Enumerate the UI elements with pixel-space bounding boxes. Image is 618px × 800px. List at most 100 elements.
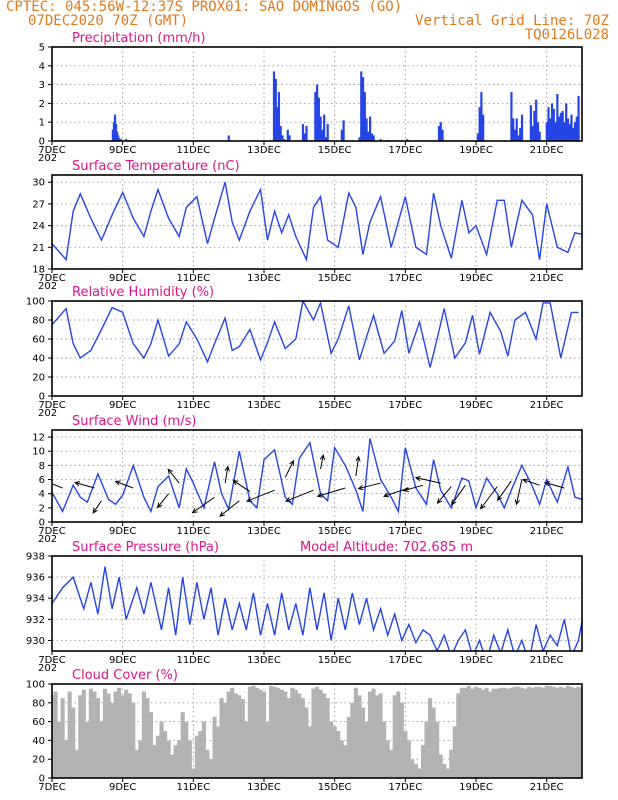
- wind-xtick-label: 13DEC: [247, 526, 281, 537]
- cloud-xtick-label: 7DEC: [38, 782, 65, 793]
- wind-vector: [450, 484, 466, 506]
- precip-bar: [379, 139, 382, 141]
- precip-bar: [515, 118, 518, 141]
- cloud-bar: [124, 689, 129, 778]
- cloud-bar: [325, 698, 330, 778]
- cloud-bar: [155, 735, 161, 778]
- wind-title: Surface Wind (m/s): [72, 414, 196, 429]
- precip-bar: [303, 133, 306, 141]
- wind-vector: [436, 486, 452, 504]
- wind-vector: [74, 481, 95, 489]
- precip-bar: [575, 116, 578, 141]
- cloud-bar: [318, 689, 323, 778]
- wind-vector-head: [522, 478, 529, 484]
- cloud-bar: [498, 687, 503, 778]
- cloud-bar: [138, 740, 143, 778]
- header-model-code: TQ0126L028: [525, 27, 609, 43]
- cloud-bar: [194, 735, 199, 778]
- wind-vector-head: [414, 475, 421, 482]
- rh-xtick-label: 11DEC: [176, 400, 210, 411]
- precip-bar: [568, 124, 571, 141]
- precip-bar: [559, 112, 562, 141]
- precip-bar: [538, 131, 541, 141]
- cloud-bar: [367, 691, 373, 778]
- precip-bar: [305, 125, 308, 141]
- cloud-bar: [99, 721, 104, 778]
- cloud-bar: [364, 721, 369, 778]
- wind-content: [52, 438, 582, 517]
- cloud-bar: [332, 726, 337, 778]
- precip-bar: [566, 118, 570, 141]
- cloud-bar: [272, 686, 277, 778]
- wind-vector-head: [436, 498, 443, 504]
- cloud-bar: [240, 699, 245, 778]
- cloud-bar: [452, 726, 457, 778]
- wind-ytick-label: 6: [39, 475, 45, 486]
- rh-panel: Relative Humidity (%) 0 20 40 60 80 100 7DEC 9DE…: [26, 285, 583, 419]
- cloud-bar: [431, 707, 436, 778]
- precip-bar: [556, 94, 559, 141]
- cloud-xtick-label: 15DEC: [318, 782, 352, 793]
- precip-bar: [227, 135, 230, 141]
- temp-xtick-label: 17DEC: [388, 273, 422, 284]
- wind-xtick-label: 17DEC: [388, 526, 422, 537]
- precip-bar: [570, 114, 573, 141]
- temp-title: Surface Temperature (nC): [72, 159, 240, 174]
- precip-bar: [572, 127, 575, 141]
- rh-ytick-label: 20: [32, 373, 45, 384]
- precip-ytick-label: 1: [39, 118, 45, 129]
- cloud-bar: [60, 698, 65, 778]
- wind-ytick-label: 8: [39, 461, 45, 472]
- wind-vector: [232, 479, 251, 492]
- cloud-bar: [477, 687, 482, 778]
- cloud-bar: [92, 691, 97, 778]
- pres-xtick-label: 9DEC: [109, 655, 136, 666]
- cloud-bar: [336, 731, 341, 778]
- temp-panel: Surface Temperature (nC) 18 21 24 27 30 7DEC 9D…: [32, 159, 583, 292]
- wind-vector-shaft: [224, 466, 229, 484]
- rh-xtick-label: 17DEC: [388, 400, 422, 411]
- precip-bar: [125, 139, 128, 141]
- cloud-xtick-label: 19DEC: [459, 782, 493, 793]
- precip-bar: [558, 116, 561, 141]
- wind-vector-shaft: [167, 469, 180, 484]
- pres-xtick-label: 11DEC: [176, 655, 210, 666]
- wind-vector-head: [74, 481, 81, 487]
- cloud-bar: [297, 693, 302, 778]
- cloud-bar: [286, 698, 291, 778]
- cloud-xtick-label: 13DEC: [247, 782, 281, 793]
- wind-vector-head: [543, 481, 551, 487]
- wind-vector-head: [402, 486, 409, 493]
- wind-vector: [496, 480, 512, 502]
- cloud-bar: [52, 695, 55, 778]
- header-date: 07DEC2020 70Z (GMT): [28, 13, 188, 29]
- cloud-bar: [141, 691, 146, 778]
- cloud-bar: [350, 702, 355, 778]
- rh-frame: [51, 300, 583, 397]
- precip-bar: [478, 107, 481, 141]
- wind-vector-head: [284, 497, 291, 502]
- cloud-bar: [339, 740, 344, 778]
- wind-vector-head: [496, 495, 503, 502]
- cloud-bar: [481, 689, 486, 778]
- cloud-bar: [526, 686, 532, 778]
- wind-vector-head: [219, 511, 226, 517]
- cloud-bar: [131, 702, 136, 778]
- precip-bar: [533, 110, 536, 141]
- pres-ytick-label: 936: [26, 573, 45, 584]
- precip-content: [111, 71, 580, 141]
- cloud-bar: [152, 745, 157, 778]
- cloud-bar: [247, 686, 252, 778]
- cloud-bar: [555, 687, 560, 778]
- cloud-bar: [261, 691, 267, 778]
- cloud-bar: [505, 688, 510, 778]
- precip-bar: [118, 138, 121, 141]
- precip-xtick-sublabel: 202: [38, 153, 57, 164]
- temp-ytick-label: 30: [32, 178, 45, 189]
- cloud-bar: [85, 721, 90, 778]
- cloud-bar: [456, 693, 461, 778]
- wind-vector-head: [167, 468, 173, 475]
- rh-ytick-label: 0: [39, 392, 45, 403]
- pres-xtick-label: 19DEC: [459, 655, 493, 666]
